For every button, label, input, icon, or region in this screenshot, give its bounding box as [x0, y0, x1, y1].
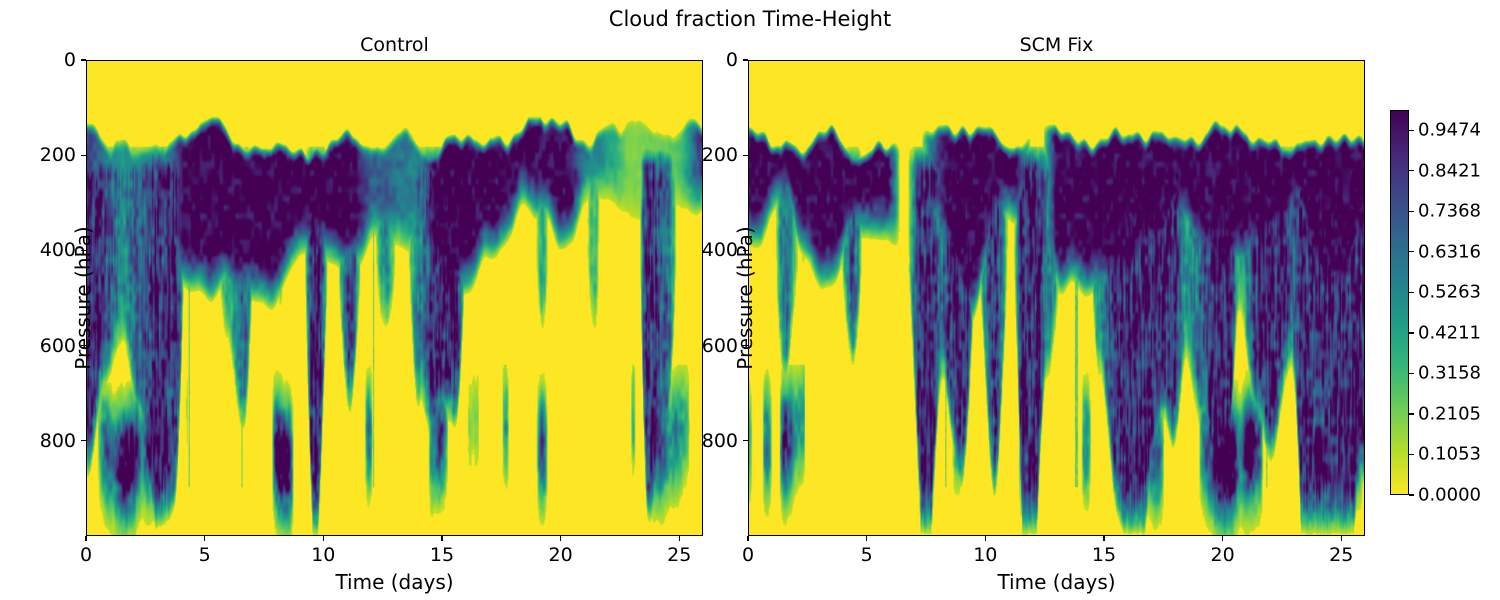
y-tick-label-scm-fix: 0	[725, 49, 738, 71]
colorbar-gradient	[1391, 111, 1408, 494]
colorbar-tick-mark	[1409, 494, 1414, 496]
colorbar-tick-label: 0.6316	[1418, 241, 1481, 263]
subplot-title-scm-fix: SCM Fix	[1019, 34, 1094, 56]
x-axis-label-control: Time (days)	[335, 570, 454, 594]
colorbar-tick-mark	[1409, 332, 1414, 334]
colorbar-tick-label: 0.1053	[1418, 443, 1481, 465]
colorbar-tick-mark	[1409, 291, 1414, 294]
y-tick-label-scm-fix: 400	[701, 239, 738, 262]
y-tick-mark-scm-fix	[743, 59, 748, 61]
x-tick-mark-scm-fix	[747, 536, 749, 541]
x-tick-mark-control	[678, 536, 680, 541]
x-tick-label-scm-fix: 25	[1329, 544, 1354, 566]
colorbar-tick-label: 0.4211	[1418, 322, 1481, 344]
x-axis-label-scm-fix: Time (days)	[997, 570, 1116, 594]
colorbar-tick-label: 0.2105	[1418, 403, 1481, 425]
colorbar-tick-label: 0.0000	[1418, 484, 1481, 506]
colorbar-tick-label: 0.7368	[1418, 200, 1481, 222]
y-tick-mark-control	[81, 154, 86, 156]
figure-suptitle: Cloud fraction Time-Height	[608, 7, 892, 31]
y-tick-mark-scm-fix	[743, 344, 748, 347]
x-tick-label-scm-fix: 20	[1210, 544, 1235, 566]
colorbar-tick-label: 0.3158	[1418, 362, 1481, 384]
y-tick-mark-control	[81, 249, 86, 252]
colorbar-tick-mark	[1409, 210, 1414, 212]
y-tick-label-control: 0	[63, 49, 76, 71]
y-tick-label-scm-fix: 800	[701, 429, 738, 452]
colorbar-tick-mark	[1409, 170, 1414, 172]
y-tick-label-control: 200	[39, 144, 76, 167]
x-tick-label-control: 0	[79, 544, 93, 566]
y-tick-mark-control	[81, 344, 86, 347]
y-tick-mark-scm-fix	[743, 440, 748, 442]
x-tick-mark-scm-fix	[865, 536, 868, 541]
x-tick-label-control: 20	[548, 544, 573, 566]
colorbar	[1390, 110, 1409, 495]
x-tick-mark-scm-fix	[984, 536, 986, 541]
subplot-title-control: Control	[360, 34, 429, 56]
colorbar-tick-mark	[1409, 453, 1414, 456]
heatmap-panel-control	[86, 60, 703, 536]
y-tick-label-control: 400	[39, 239, 76, 262]
y-axis-label-control: Pressure (hPa)	[71, 226, 95, 370]
x-tick-label-scm-fix: 0	[741, 544, 755, 566]
y-tick-mark-scm-fix	[743, 249, 748, 252]
x-tick-label-scm-fix: 5	[860, 544, 873, 566]
colorbar-tick-label: 0.9474	[1418, 119, 1481, 141]
y-tick-mark-scm-fix	[743, 154, 748, 156]
y-tick-label-scm-fix: 600	[701, 334, 738, 357]
y-tick-label-control: 600	[39, 334, 76, 357]
x-tick-mark-control	[85, 536, 87, 541]
x-tick-label-control: 10	[311, 544, 336, 566]
heatmap-panel-scm-fix	[748, 60, 1365, 536]
heatmap-image-scm-fix	[749, 61, 1364, 535]
x-tick-mark-control	[203, 536, 206, 541]
colorbar-tick-mark	[1409, 372, 1414, 375]
colorbar-tick-mark	[1409, 251, 1414, 253]
y-tick-label-control: 800	[39, 429, 76, 452]
x-tick-mark-control	[559, 536, 562, 541]
colorbar-tick-label: 0.5263	[1418, 281, 1481, 303]
x-tick-mark-scm-fix	[1221, 536, 1224, 541]
x-tick-label-control: 25	[667, 544, 692, 566]
x-tick-label-control: 15	[429, 544, 455, 566]
y-tick-label-scm-fix: 200	[701, 144, 738, 167]
y-tick-mark-control	[81, 59, 86, 61]
y-axis-label-scm-fix: Pressure (hPa)	[733, 226, 757, 370]
x-tick-mark-scm-fix	[1103, 536, 1105, 541]
x-tick-mark-control	[322, 536, 324, 541]
colorbar-tick-label: 0.8421	[1418, 160, 1481, 182]
heatmap-image-control	[87, 61, 702, 535]
colorbar-tick-mark	[1409, 129, 1414, 131]
x-tick-label-scm-fix: 15	[1091, 544, 1117, 566]
y-tick-mark-control	[81, 440, 86, 442]
x-tick-label-control: 5	[198, 544, 211, 566]
colorbar-tick-mark	[1409, 413, 1414, 415]
x-tick-label-scm-fix: 10	[973, 544, 998, 566]
x-tick-mark-scm-fix	[1340, 536, 1342, 541]
x-tick-mark-control	[441, 536, 443, 541]
